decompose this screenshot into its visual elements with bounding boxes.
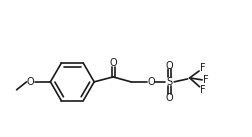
Text: F: F bbox=[200, 63, 205, 73]
Text: O: O bbox=[147, 77, 155, 87]
Text: O: O bbox=[166, 61, 174, 71]
Text: F: F bbox=[203, 75, 208, 85]
Text: O: O bbox=[27, 77, 34, 87]
Text: O: O bbox=[109, 58, 117, 68]
Text: F: F bbox=[200, 85, 205, 95]
Text: S: S bbox=[167, 77, 173, 87]
Text: O: O bbox=[166, 93, 174, 103]
